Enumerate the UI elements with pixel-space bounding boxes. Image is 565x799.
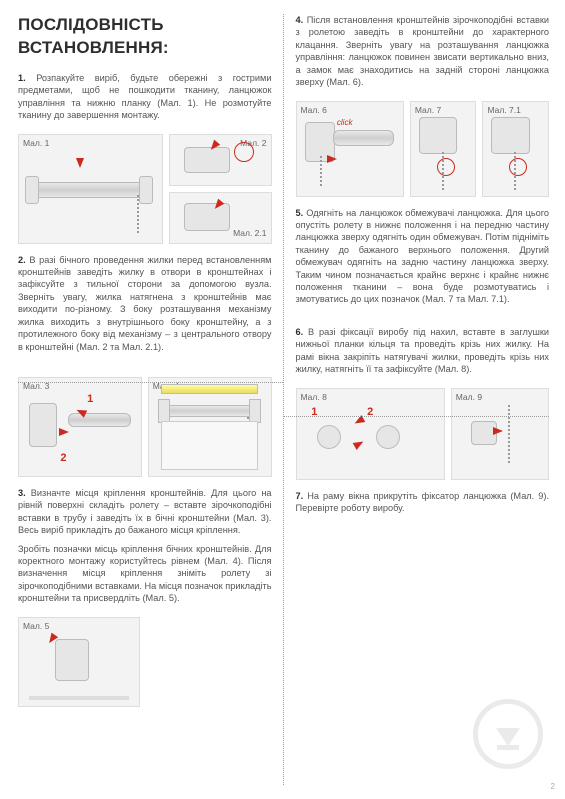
step-1: 1. Розпакуйте виріб, будьте обережні з г… xyxy=(18,72,272,122)
annot-1: 1 xyxy=(87,392,93,407)
click-annot: click xyxy=(337,118,353,129)
vertical-divider xyxy=(283,14,284,785)
figure-5-label: Мал. 5 xyxy=(23,621,49,632)
figure-3: Мал. 3 2 1 xyxy=(18,377,142,477)
step-3b: Зробіть позначки місць кріплення бічних … xyxy=(18,543,272,605)
step-6: 6. В разі фіксації виробу під нахил, вст… xyxy=(296,326,550,376)
page-title: ПОСЛІДОВНІСТЬ ВСТАНОВЛЕННЯ: xyxy=(18,14,272,60)
step-7-text: На раму вікна прикрутіть фіксатор ланцюж… xyxy=(296,491,550,513)
step-7-num: 7. xyxy=(296,491,304,501)
step-6-text: В разі фіксації виробу під нахил, вставт… xyxy=(296,327,550,374)
step-3a: 3. Визначте місця кріплення кронштейнів.… xyxy=(18,487,272,537)
figure-2-1-label: Мал. 2.1 xyxy=(233,228,266,239)
annot-2: 2 xyxy=(60,451,66,466)
figure-6-label: Мал. 6 xyxy=(301,105,327,116)
annot-2b: 2 xyxy=(367,405,373,420)
step-6-num: 6. xyxy=(296,327,304,337)
step-2-text: В разі бічного проведення жилки перед вс… xyxy=(18,255,272,352)
figure-4: Мал. 4 xyxy=(148,377,272,477)
figure-2: Мал. 2 xyxy=(169,134,272,186)
horizontal-divider-left xyxy=(18,382,283,383)
horizontal-divider-right xyxy=(283,416,550,417)
figure-2-1: Мал. 2.1 xyxy=(169,192,272,244)
annot-1b: 1 xyxy=(311,405,317,420)
figure-8: Мал. 8 1 2 xyxy=(296,388,445,480)
step-5: 5. Одягніть на ланцюжок обмежувачі ланцю… xyxy=(296,207,550,306)
figure-6: Мал. 6 click xyxy=(296,101,404,197)
step-3b-text: Зробіть позначки місць кріплення бічних … xyxy=(18,544,272,604)
figure-7-1-label: Мал. 7.1 xyxy=(487,105,520,116)
figure-5: Мал. 5 xyxy=(18,617,140,707)
step-2: 2. В разі бічного проведення жилки перед… xyxy=(18,254,272,353)
step-3a-text: Визначте місця кріплення кронштейнів. Дл… xyxy=(18,488,272,535)
step-7: 7. На раму вікна прикрутіть фіксатор лан… xyxy=(296,490,550,515)
figure-1-label: Мал. 1 xyxy=(23,138,49,149)
page-number: 2 xyxy=(551,782,555,793)
figure-9: Мал. 9 xyxy=(451,388,549,480)
figure-7: Мал. 7 xyxy=(410,101,477,197)
step-4-text: Після встановлення кронштейнів зірочкопо… xyxy=(296,15,550,87)
step-1-num: 1. xyxy=(18,73,26,83)
step-4: 4. Після встановлення кронштейнів зірочк… xyxy=(296,14,550,89)
step-1-text: Розпакуйте виріб, будьте обережні з гост… xyxy=(18,73,272,120)
figure-7-1: Мал. 7.1 xyxy=(482,101,549,197)
figure-7-label: Мал. 7 xyxy=(415,105,441,116)
step-3-num: 3. xyxy=(18,488,26,498)
step-5-text: Одягніть на ланцюжок обмежувачі ланцюжка… xyxy=(296,208,550,305)
figure-1: Мал. 1 xyxy=(18,134,163,244)
step-5-num: 5. xyxy=(296,208,304,218)
watermark-icon xyxy=(473,699,543,769)
step-4-num: 4. xyxy=(296,15,304,25)
figure-9-label: Мал. 9 xyxy=(456,392,482,403)
step-2-num: 2. xyxy=(18,255,26,265)
figure-8-label: Мал. 8 xyxy=(301,392,327,403)
